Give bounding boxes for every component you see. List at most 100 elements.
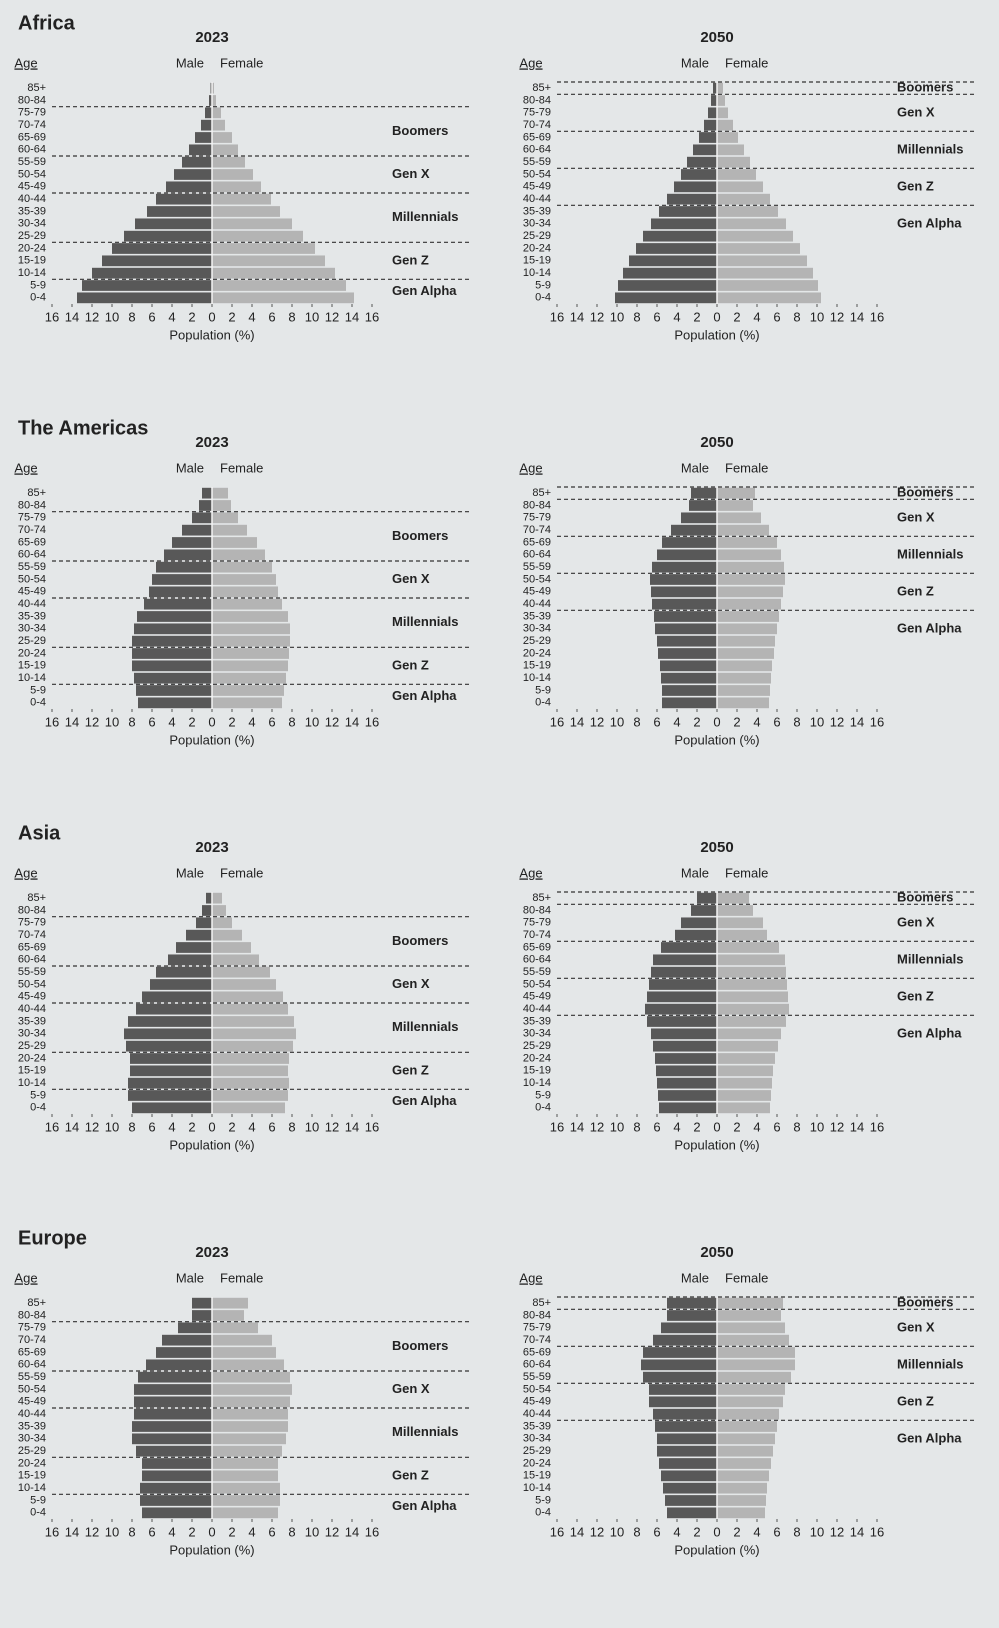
female-bar bbox=[717, 120, 733, 131]
x-tick-label: 14 bbox=[65, 714, 79, 729]
x-tick-label: 10 bbox=[810, 1524, 824, 1539]
age-label: 30-34 bbox=[523, 218, 551, 230]
age-label: 0-4 bbox=[30, 697, 46, 709]
age-axis-title: Age bbox=[519, 865, 542, 880]
generation-label: Millennials bbox=[392, 1424, 458, 1439]
female-bar bbox=[212, 562, 272, 573]
female-bar bbox=[212, 1041, 293, 1052]
x-tick-label: 14 bbox=[345, 1524, 359, 1539]
age-label: 60-64 bbox=[18, 954, 46, 966]
male-bar bbox=[663, 1483, 717, 1494]
x-tick-label: 10 bbox=[810, 714, 824, 729]
female-bar bbox=[717, 1335, 789, 1346]
male-bar bbox=[195, 132, 212, 143]
legend-label: Male bbox=[176, 55, 204, 70]
female-bar bbox=[212, 586, 278, 597]
male-bar bbox=[657, 636, 717, 647]
female-bar bbox=[212, 194, 271, 205]
male-bar bbox=[657, 1433, 717, 1444]
age-label: 60-64 bbox=[523, 954, 551, 966]
age-label: 55-59 bbox=[18, 966, 46, 978]
female-bar bbox=[212, 991, 283, 1002]
generation-label: Gen Z bbox=[897, 178, 934, 193]
x-tick-label: 14 bbox=[570, 309, 584, 324]
x-tick-label: 10 bbox=[810, 1119, 824, 1134]
male-bar bbox=[704, 120, 717, 131]
chart-title: 2050 bbox=[700, 839, 733, 856]
male-bar bbox=[623, 268, 717, 279]
female-bar bbox=[212, 893, 222, 904]
male-bar bbox=[661, 673, 717, 684]
region-title: Europe bbox=[18, 1227, 87, 1249]
age-label: 80-84 bbox=[18, 499, 46, 511]
male-bar bbox=[661, 1322, 717, 1333]
x-tick-label: 4 bbox=[673, 309, 680, 324]
female-bar bbox=[717, 648, 774, 659]
male-bar bbox=[178, 1322, 212, 1333]
age-label: 75-79 bbox=[523, 107, 551, 119]
legend-label: Male bbox=[681, 460, 709, 475]
age-label: 50-54 bbox=[523, 978, 551, 990]
x-tick-label: 14 bbox=[850, 1524, 864, 1539]
female-bar bbox=[212, 1102, 285, 1113]
age-label: 65-69 bbox=[523, 941, 551, 953]
generation-label: Boomers bbox=[897, 1295, 953, 1310]
male-bar bbox=[649, 1384, 717, 1395]
female-bar bbox=[717, 107, 728, 118]
x-tick-label: 12 bbox=[590, 1119, 604, 1134]
x-axis-title: Population (%) bbox=[169, 1137, 254, 1152]
x-tick-label: 8 bbox=[288, 1119, 295, 1134]
female-bar bbox=[717, 1322, 785, 1333]
female-bar bbox=[212, 280, 346, 291]
female-bar bbox=[212, 181, 261, 192]
x-axis-title: Population (%) bbox=[674, 327, 759, 342]
x-tick-label: 12 bbox=[85, 309, 99, 324]
male-bar bbox=[138, 697, 212, 708]
age-label: 85+ bbox=[532, 82, 551, 94]
female-bar bbox=[717, 157, 750, 168]
age-label: 60-64 bbox=[18, 1359, 46, 1371]
female-bar bbox=[717, 991, 788, 1002]
x-tick-label: 4 bbox=[673, 1119, 680, 1134]
age-label: 85+ bbox=[532, 1297, 551, 1309]
male-bar bbox=[156, 194, 212, 205]
x-tick-label: 2 bbox=[733, 714, 740, 729]
x-tick-label: 14 bbox=[345, 309, 359, 324]
x-tick-label: 14 bbox=[850, 714, 864, 729]
female-bar bbox=[212, 599, 282, 610]
age-label: 80-84 bbox=[523, 1309, 551, 1321]
age-label: 30-34 bbox=[523, 623, 551, 635]
x-tick-label: 16 bbox=[550, 1524, 564, 1539]
male-bar bbox=[711, 95, 717, 106]
female-bar bbox=[212, 1347, 276, 1358]
age-label: 85+ bbox=[532, 892, 551, 904]
x-tick-label: 14 bbox=[570, 1524, 584, 1539]
age-label: 25-29 bbox=[18, 1040, 46, 1052]
x-tick-label: 0 bbox=[208, 309, 215, 324]
age-label: 15-19 bbox=[18, 1470, 46, 1482]
male-bar bbox=[653, 1041, 717, 1052]
female-bar bbox=[212, 255, 325, 266]
age-label: 0-4 bbox=[30, 1102, 46, 1114]
age-label: 80-84 bbox=[523, 499, 551, 511]
male-bar bbox=[149, 586, 212, 597]
age-label: 55-59 bbox=[523, 966, 551, 978]
female-bar bbox=[717, 893, 749, 904]
age-axis-title: Age bbox=[14, 460, 37, 475]
female-bar bbox=[717, 1433, 775, 1444]
male-bar bbox=[142, 1507, 212, 1518]
age-label: 20-24 bbox=[523, 647, 551, 659]
male-bar bbox=[130, 1065, 212, 1076]
age-label: 15-19 bbox=[18, 255, 46, 267]
chart-page: Africa2023AgeMaleFemale85+80-8475-7970-7… bbox=[0, 0, 999, 1628]
male-bar bbox=[192, 1310, 212, 1321]
male-bar bbox=[667, 1507, 717, 1518]
x-tick-label: 14 bbox=[850, 309, 864, 324]
female-bar bbox=[212, 500, 231, 511]
region-title: Asia bbox=[18, 822, 61, 844]
generation-label: Gen X bbox=[897, 509, 935, 524]
male-bar bbox=[708, 107, 717, 118]
x-tick-label: 10 bbox=[105, 1524, 119, 1539]
age-axis-title: Age bbox=[14, 1270, 37, 1285]
x-tick-label: 8 bbox=[793, 714, 800, 729]
